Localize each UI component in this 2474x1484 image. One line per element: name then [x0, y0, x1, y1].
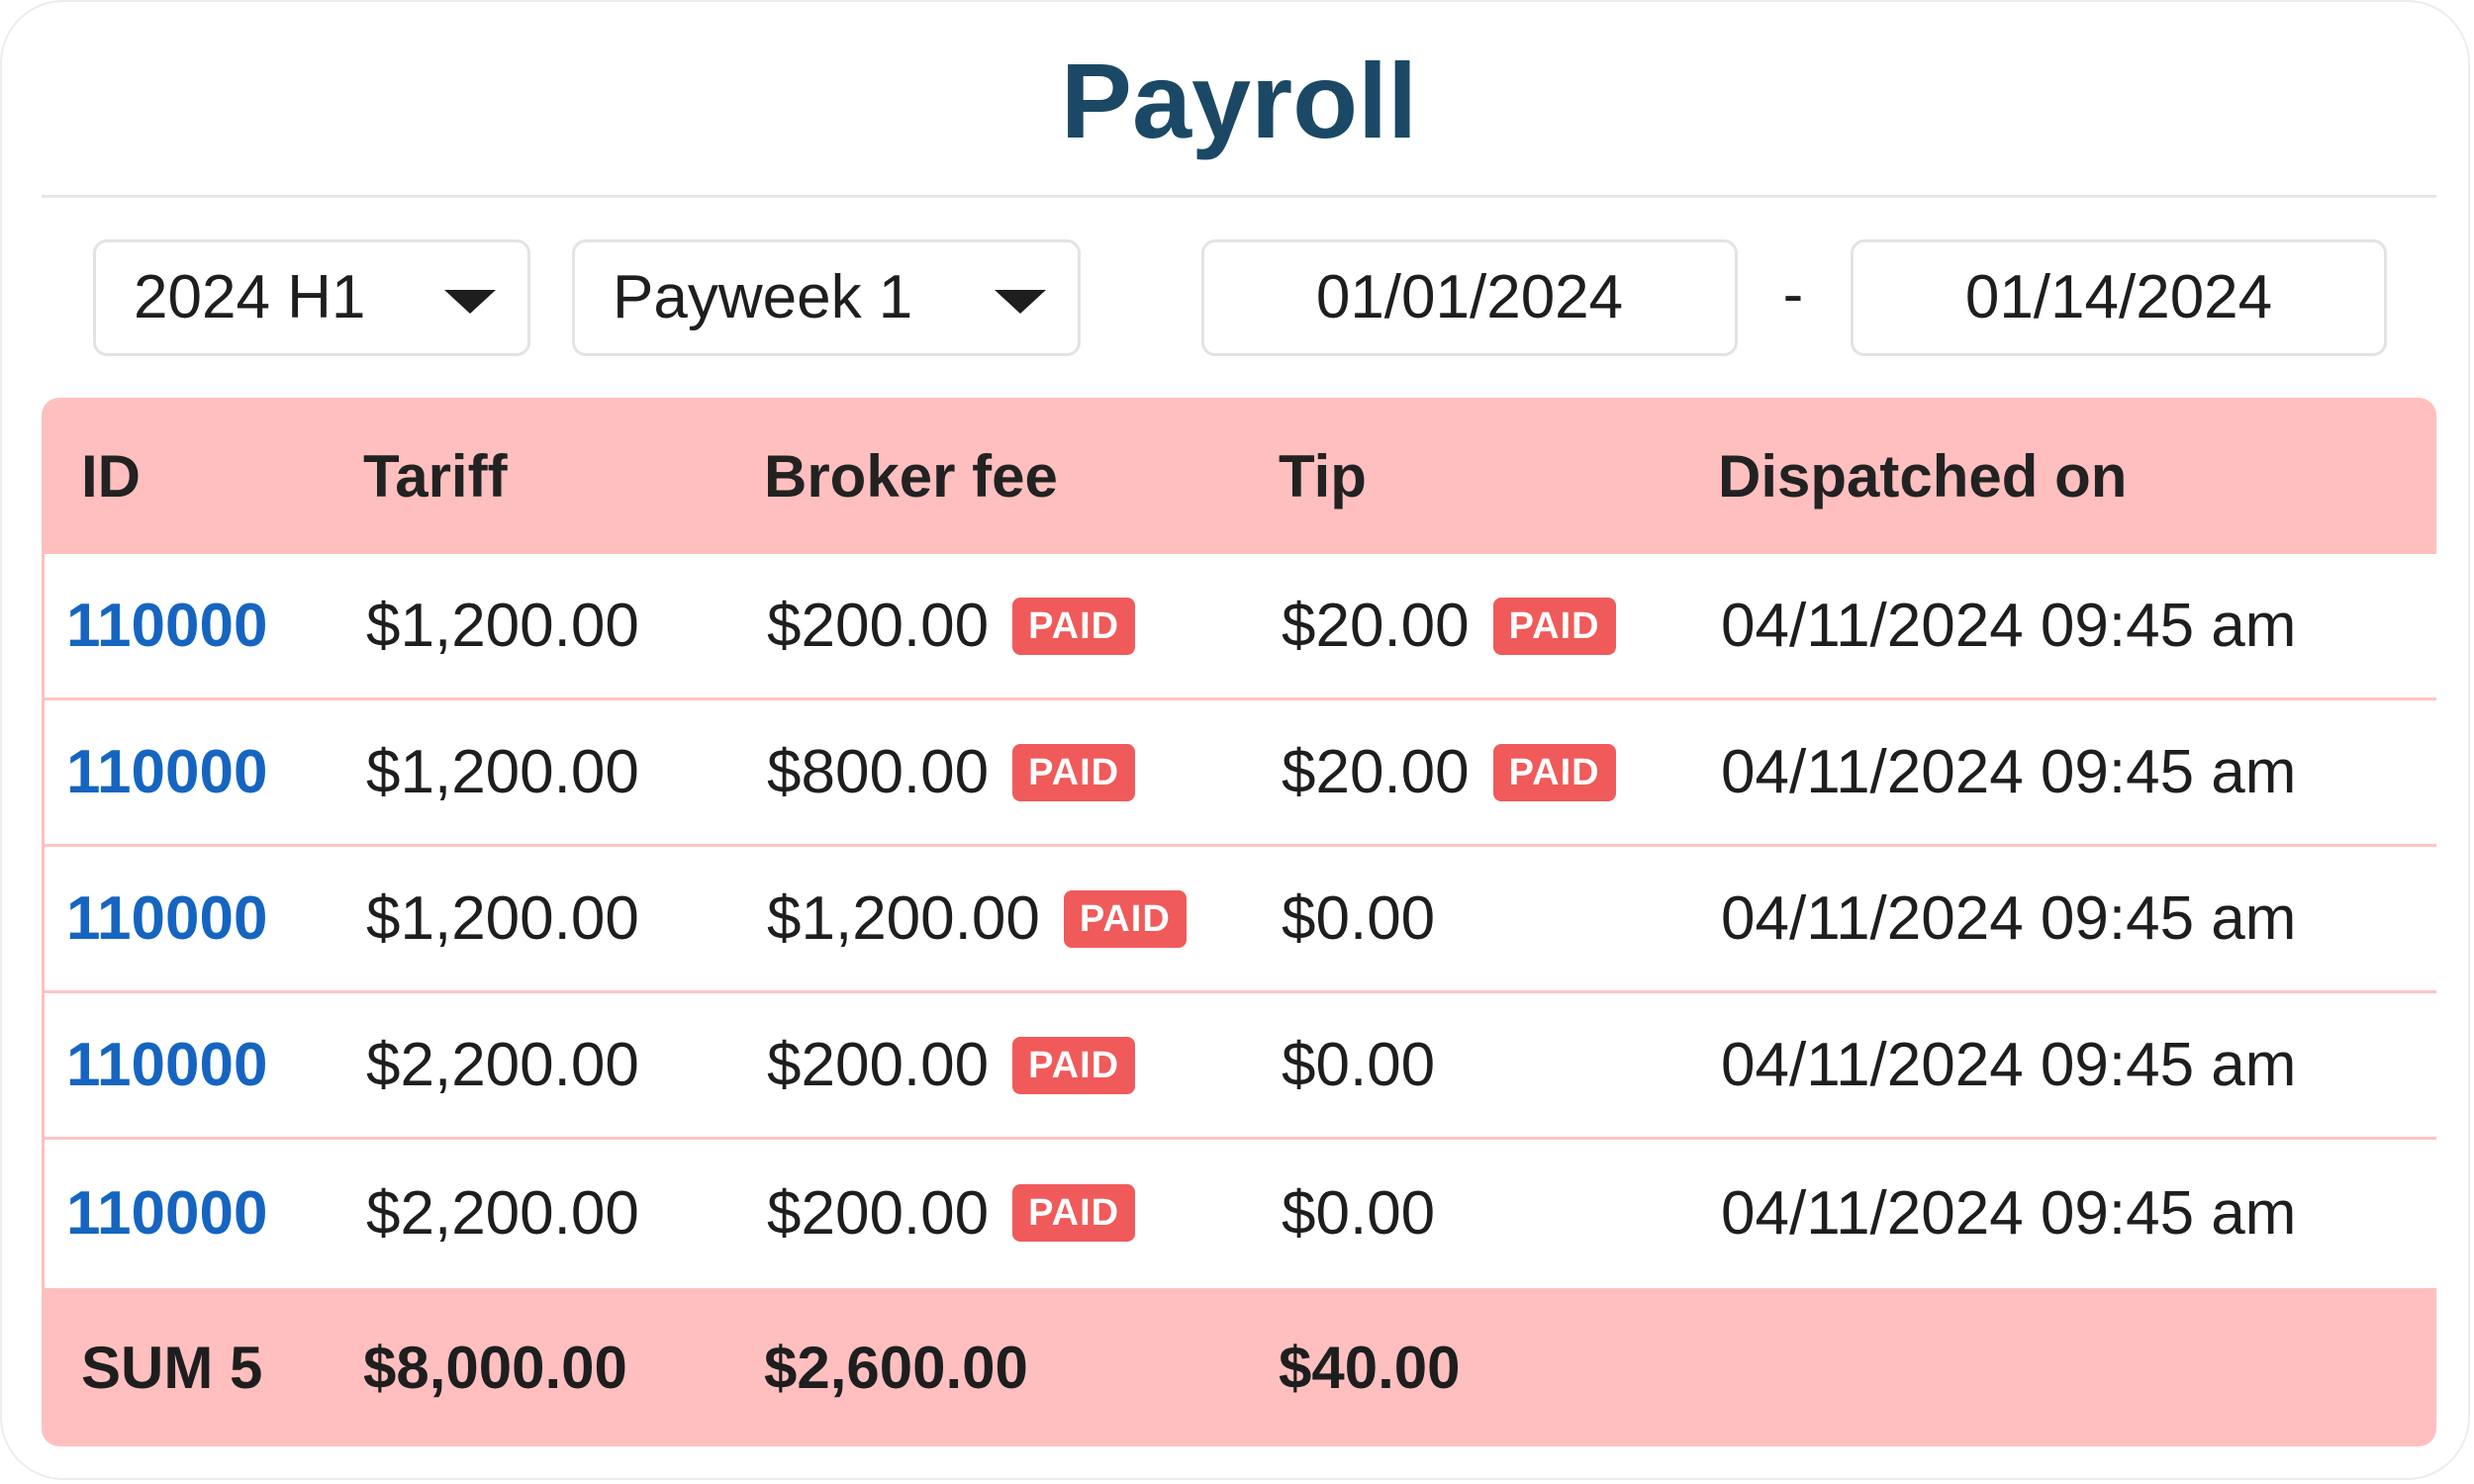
tariff-value: $1,200.00: [366, 592, 639, 660]
table-body: 110000 $1,200.00 $200.00 PAID $20.00 PAID …: [42, 554, 2436, 1288]
sum-broker-fee: $2,600.00: [764, 1334, 1028, 1401]
column-header-broker-fee[interactable]: Broker fee: [764, 442, 1058, 510]
date-from-input[interactable]: 01/01/2024: [1201, 239, 1738, 356]
tariff-value: $1,200.00: [366, 738, 639, 806]
column-header-tariff[interactable]: Tariff: [363, 442, 508, 510]
sum-tariff: $8,000.00: [363, 1334, 627, 1401]
table-header: ID Tariff Broker fee Tip Dispatched on: [42, 398, 2436, 554]
sum-tip: $40.00: [1279, 1334, 1461, 1401]
tip-value: $0.00: [1282, 1031, 1436, 1099]
paid-badge: PAID: [1492, 743, 1616, 801]
payweek-select[interactable]: Payweek 1: [572, 239, 1081, 356]
paid-badge: PAID: [1012, 597, 1136, 655]
paid-badge: PAID: [1063, 889, 1187, 948]
column-header-tip[interactable]: Tip: [1279, 442, 1367, 510]
dispatched-on-value: 04/11/2024 09:45 am: [1721, 1031, 2297, 1099]
broker-fee-value: $200.00: [767, 1178, 990, 1248]
table-footer-summary: SUM 5 $8,000.00 $2,600.00 $40.00: [42, 1288, 2436, 1446]
date-range-separator: -: [1782, 260, 1804, 328]
table-row: 110000 $1,200.00 $1,200.00 PAID $0.00 04/…: [45, 847, 2436, 993]
payroll-table: ID Tariff Broker fee Tip Dispatched on 1…: [42, 398, 2436, 1446]
broker-fee-value: $200.00: [767, 592, 990, 660]
row-id-link[interactable]: 110000: [66, 1031, 268, 1099]
column-header-dispatched-on[interactable]: Dispatched on: [1718, 442, 2128, 510]
tip-value: $20.00: [1282, 738, 1470, 806]
tariff-value: $1,200.00: [366, 884, 639, 953]
paid-badge: PAID: [1012, 743, 1136, 801]
page-title: Payroll: [1060, 41, 1418, 160]
row-id-link[interactable]: 110000: [66, 738, 268, 806]
period-select[interactable]: 2024 H1: [93, 239, 530, 356]
broker-fee-value: $1,200.00: [767, 884, 1040, 953]
row-id-link[interactable]: 110000: [66, 884, 268, 953]
table-row: 110000 $1,200.00 $200.00 PAID $20.00 PAID …: [45, 554, 2436, 700]
tip-value: $0.00: [1282, 1178, 1436, 1248]
period-select-value: 2024 H1: [134, 263, 366, 331]
paid-badge: PAID: [1012, 1036, 1136, 1094]
chevron-down-icon: [995, 290, 1046, 314]
dispatched-on-value: 04/11/2024 09:45 am: [1721, 592, 2297, 660]
tariff-value: $2,200.00: [366, 1178, 639, 1248]
row-id-link[interactable]: 110000: [66, 592, 268, 660]
title-divider: [42, 195, 2436, 198]
date-to-input[interactable]: 01/14/2024: [1851, 239, 2387, 356]
dispatched-on-value: 04/11/2024 09:45 am: [1721, 1178, 2297, 1248]
tariff-value: $2,200.00: [366, 1031, 639, 1099]
broker-fee-value: $800.00: [767, 738, 990, 806]
table-row: 110000 $1,200.00 $800.00 PAID $20.00 PAID …: [45, 700, 2436, 847]
column-header-id[interactable]: ID: [81, 442, 141, 510]
dispatched-on-value: 04/11/2024 09:45 am: [1721, 738, 2297, 806]
tip-value: $0.00: [1282, 884, 1436, 953]
chevron-down-icon: [444, 290, 496, 314]
table-row: 110000 $2,200.00 $200.00 PAID $0.00 04/11…: [45, 993, 2436, 1140]
dispatched-on-value: 04/11/2024 09:45 am: [1721, 884, 2297, 953]
row-id-link[interactable]: 110000: [66, 1178, 268, 1248]
sum-label: SUM 5: [81, 1334, 263, 1401]
broker-fee-value: $200.00: [767, 1031, 990, 1099]
tip-value: $20.00: [1282, 592, 1470, 660]
paid-badge: PAID: [1492, 597, 1616, 655]
table-row: 110000 $2,200.00 $200.00 PAID $0.00 04/11…: [45, 1140, 2436, 1286]
payweek-select-value: Payweek 1: [613, 263, 913, 331]
paid-badge: PAID: [1012, 1184, 1136, 1242]
